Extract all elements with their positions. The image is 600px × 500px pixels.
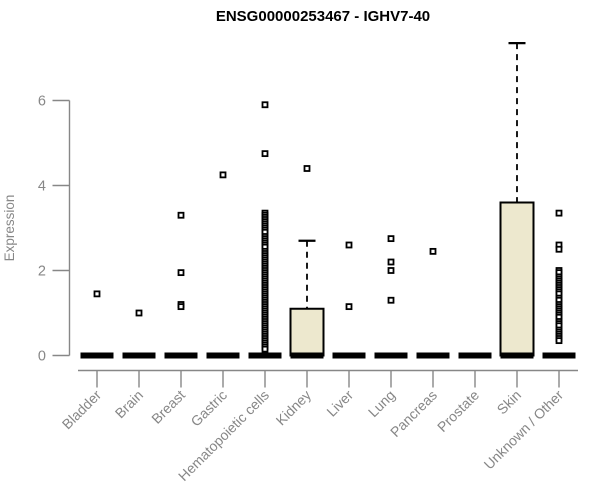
x-category-label: Pancreas (387, 387, 440, 440)
box-marks (80, 42, 576, 359)
median-bar-bladder (80, 352, 114, 359)
outlier-point (555, 337, 563, 345)
median-bar-breast (164, 352, 198, 359)
median-bar-brain (122, 352, 156, 359)
x-category-label: Liver (323, 387, 356, 420)
x-category-label: Prostate (434, 387, 482, 435)
outlier-point (387, 235, 395, 243)
outlier-point (135, 309, 143, 317)
outlier-point (177, 211, 185, 219)
median-bar-hematopoietic-cells (248, 352, 282, 359)
x-category-label: Lung (365, 387, 398, 420)
median-bar-prostate (458, 352, 492, 359)
x-category-label: Brain (112, 387, 146, 421)
median-bar-liver (332, 352, 366, 359)
outlier-point (177, 303, 185, 311)
outlier-point (261, 150, 269, 158)
outlier-point (387, 258, 395, 266)
median-bar-unknown-other (542, 352, 576, 359)
chart-title: ENSG00000253467 - IGHV7-40 (216, 8, 430, 25)
x-category-label: Breast (148, 387, 188, 427)
outlier-point (387, 267, 395, 274)
outlier-point (555, 245, 563, 253)
outlier-point (261, 101, 269, 109)
median-bar-skin (500, 352, 534, 359)
x-category-label: Bladder (59, 387, 105, 433)
x-category-label: Skin (494, 387, 525, 418)
median-bar-pancreas (416, 352, 450, 359)
y-tick-label: 0 (38, 349, 46, 365)
outlier-point (177, 269, 185, 277)
x-category-label: Kidney (273, 387, 315, 429)
y-tick-label: 6 (38, 94, 46, 110)
median-bar-gastric (206, 352, 240, 359)
median-bar-lung (374, 352, 408, 359)
y-axis-label: Expression (2, 195, 17, 262)
outlier-point (429, 247, 437, 255)
outlier-point (345, 303, 353, 311)
outlier-point (93, 290, 101, 298)
median-bar-kidney (290, 352, 324, 359)
box-skin (499, 201, 535, 357)
x-category-label: Unknown / Other (481, 387, 567, 473)
outlier-point (387, 296, 395, 304)
outlier-point (345, 241, 353, 249)
y-tick-label: 4 (38, 179, 46, 195)
y-tick-label: 2 (38, 264, 46, 280)
outlier-point (261, 345, 269, 353)
outlier-point (219, 171, 227, 179)
box-kidney (289, 307, 325, 357)
outlier-point (303, 165, 311, 172)
outlier-point (555, 209, 563, 217)
